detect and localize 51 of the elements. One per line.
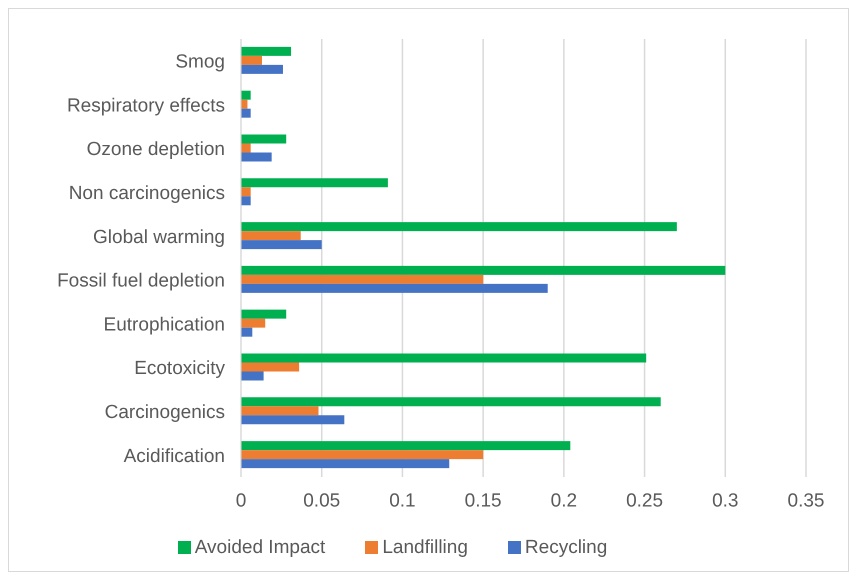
x-tick-label: 0 [236, 490, 246, 512]
y-tick-label: Eutrophication [104, 314, 225, 336]
bar [241, 406, 318, 416]
bar [241, 415, 344, 424]
bar [241, 362, 300, 372]
y-tick-label: Acidification [124, 446, 225, 467]
bar [241, 100, 248, 109]
bar [241, 371, 264, 380]
bar [241, 310, 286, 319]
bar [241, 240, 322, 250]
x-tick-label: 0.05 [303, 490, 340, 512]
bar [241, 284, 548, 293]
x-tick-label: 0.2 [550, 490, 578, 512]
bar [241, 187, 251, 196]
bar [241, 459, 450, 468]
y-tick-label: Smog [175, 52, 225, 73]
bar [241, 178, 388, 188]
bar [241, 328, 252, 337]
bar [241, 231, 301, 240]
bar [241, 134, 286, 144]
bar [241, 196, 251, 206]
y-tick-label: Ozone depletion [86, 139, 225, 160]
y-tick-label: Non carcinogenics [68, 183, 225, 204]
y-tick-label: Respiratory effects [66, 95, 225, 116]
legend-label: Avoided Impact [194, 537, 326, 558]
bar [241, 266, 726, 275]
bar [241, 56, 262, 65]
bar [241, 441, 570, 450]
bar [241, 108, 251, 118]
bar [241, 450, 484, 460]
bar [241, 397, 661, 406]
y-tick-label: Carcinogenics [104, 402, 225, 424]
x-tick-label: 0.35 [788, 490, 824, 512]
legend-label: Landfilling [382, 537, 468, 558]
x-tick-label: 0.15 [464, 490, 502, 512]
legend-label: Recycling [524, 537, 608, 558]
bar [241, 64, 283, 74]
bar [241, 353, 646, 362]
y-tick-label: Global warming [93, 226, 225, 248]
x-tick-label: 0.25 [626, 490, 664, 512]
y-tick-label: Ecotoxicity [134, 358, 226, 380]
bar [241, 152, 272, 162]
x-tick-label: 0.3 [712, 490, 738, 512]
bar [241, 274, 484, 284]
bar [241, 318, 266, 328]
x-tick-label: 0.1 [389, 490, 416, 512]
bar [241, 46, 292, 56]
bar [241, 143, 251, 152]
bar [241, 222, 677, 232]
y-tick-label: Fossil fuel depletion [57, 270, 225, 292]
bar [241, 90, 251, 100]
